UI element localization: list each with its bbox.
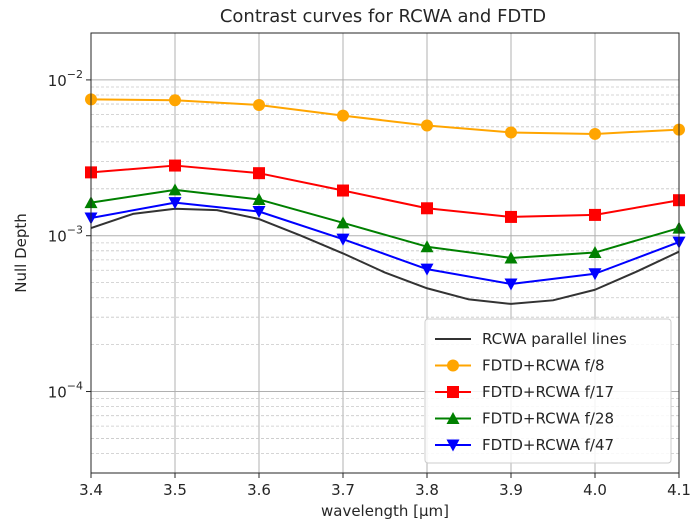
chart-title: Contrast curves for RCWA and FDTD (220, 6, 546, 27)
legend-label: FDTD+RCWA f/47 (482, 436, 614, 454)
data-point (589, 208, 601, 221)
series-line (90, 188, 680, 259)
x-tick-label: 3.7 (331, 481, 355, 499)
x-tick-label: 3.4 (79, 481, 103, 499)
data-point (169, 94, 181, 107)
legend-marker (446, 439, 460, 452)
x-tick-label: 3.9 (499, 481, 523, 499)
legend-marker (447, 386, 459, 398)
data-point (421, 202, 433, 215)
data-point (420, 240, 434, 253)
legend-marker (446, 412, 460, 425)
x-tick-label: 3.6 (247, 481, 271, 499)
x-tick-label: 4.0 (583, 481, 607, 499)
data-point (337, 184, 349, 197)
series-line (90, 201, 680, 285)
series-line (90, 98, 680, 135)
legend-item: FDTD+RCWA f/47 (435, 436, 614, 454)
data-point (505, 126, 517, 139)
data-point (337, 109, 349, 122)
y-tick-label: 10−3 (48, 224, 83, 246)
data-point (588, 246, 602, 259)
data-point (589, 127, 601, 140)
x-axis-label: wavelength [μm] (321, 502, 449, 520)
legend-item: FDTD+RCWA f/28 (435, 410, 614, 428)
series-layer (84, 93, 686, 305)
series-2 (85, 159, 685, 223)
legend-item: RCWA parallel lines (435, 330, 627, 348)
data-point (252, 192, 266, 205)
data-point (252, 205, 266, 219)
y-tick-label: 10−2 (48, 68, 83, 90)
plot-frame (90, 32, 680, 474)
data-point (169, 159, 181, 172)
data-point (420, 263, 434, 276)
data-point (168, 183, 182, 196)
legend-label: RCWA parallel lines (482, 330, 627, 348)
x-tick-label: 3.8 (415, 481, 439, 499)
data-point (421, 119, 433, 132)
legend-item: FDTD+RCWA f/8 (435, 357, 605, 375)
y-axis-label: Null Depth (12, 213, 30, 293)
series-line (90, 207, 680, 305)
data-point (168, 197, 182, 210)
series-0 (90, 207, 680, 305)
data-point (504, 278, 518, 291)
data-point (336, 233, 350, 246)
data-point (505, 210, 517, 223)
series-line (90, 164, 680, 218)
legend-marker (447, 359, 459, 372)
y-tick-label: 10−4 (48, 380, 83, 402)
legend-item: FDTD+RCWA f/17 (435, 383, 614, 401)
tick-labels: 3.4 3.5 3.6 3.7 3.8 3.9 4.0 4.1 10−2 10−3 10−4 (48, 68, 691, 499)
legend-label: FDTD+RCWA f/28 (482, 410, 614, 428)
data-point (504, 251, 518, 264)
legend-box (424, 318, 672, 464)
legend-label: FDTD+RCWA f/17 (482, 383, 614, 401)
data-point (253, 167, 265, 180)
data-point (253, 99, 265, 112)
x-tick-label: 4.1 (667, 481, 691, 499)
data-point (336, 216, 350, 229)
data-point (588, 268, 602, 281)
legend-label: FDTD+RCWA f/8 (482, 357, 605, 375)
legend: RCWA parallel lines FDTD+RCWA f/8 FDTD+RCW… (424, 318, 672, 464)
x-tick-label: 3.5 (163, 481, 187, 499)
series-4 (84, 197, 686, 291)
